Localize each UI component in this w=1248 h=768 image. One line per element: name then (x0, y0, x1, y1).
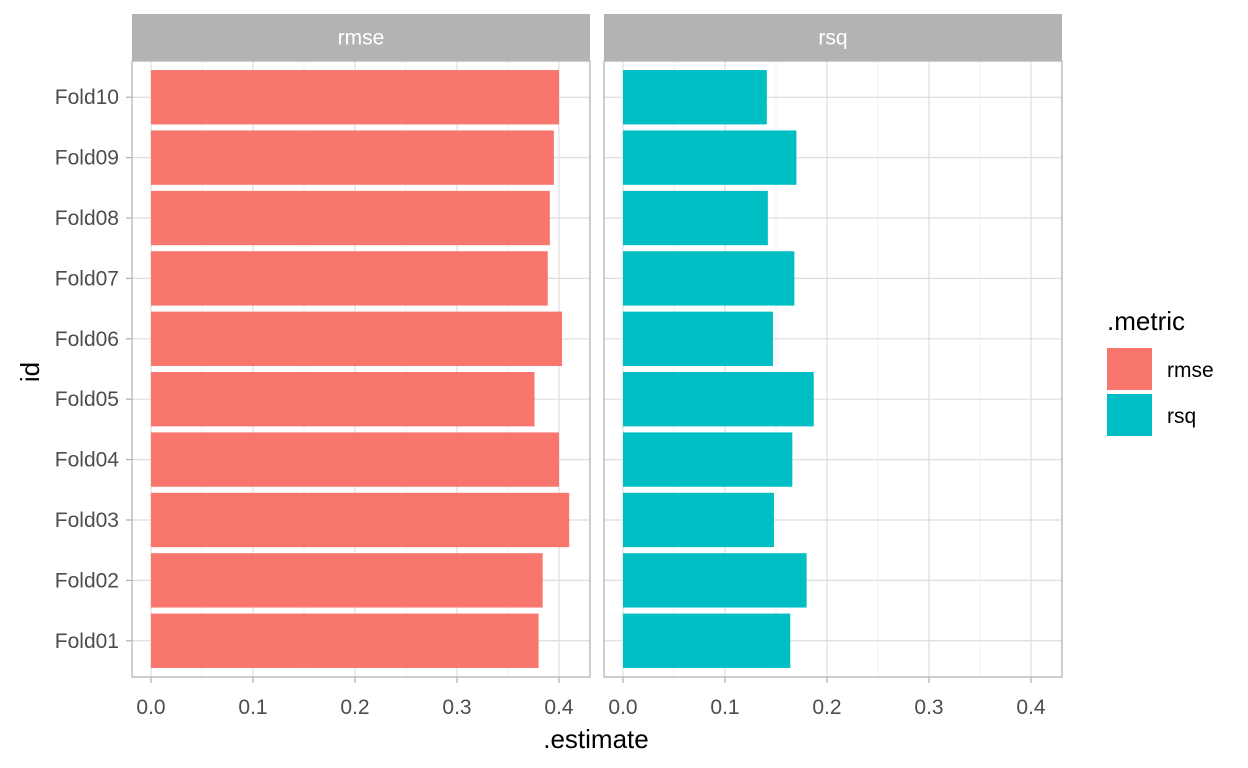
bar-rmse-fold02 (151, 553, 543, 608)
y-tick-label: Fold04 (55, 449, 120, 472)
bar-rsq-fold07 (623, 251, 795, 306)
bar-rsq-fold10 (623, 70, 767, 125)
bar-rmse-fold04 (151, 432, 559, 487)
x-tick-label: 0.1 (238, 696, 267, 719)
bar-rmse-fold01 (151, 613, 539, 668)
y-axis: Fold01 Fold02 Fold03 Fold04 Fold05 Fold06 Fold… (55, 86, 132, 653)
facet-strip-label: rsq (818, 27, 847, 50)
bar-rmse-fold08 (151, 190, 550, 246)
bar-rsq-fold08 (623, 190, 768, 246)
bar-rsq-fold04 (623, 432, 793, 487)
y-tick-label: Fold10 (55, 86, 119, 109)
legend-title: .metric (1107, 306, 1185, 336)
chart-panels: rmse 0.0 0.1 0.2 0.3 0.4 rsq 0.0 0.1 0.2 0.3 0.4 (131, 14, 1063, 719)
bar-rmse-fold09 (151, 130, 554, 185)
bar-rmse-fold03 (151, 492, 570, 548)
x-tick-label: 0.2 (340, 696, 369, 719)
bar-rsq-fold06 (623, 311, 773, 366)
x-tick-label: 0.1 (710, 696, 739, 719)
bar-rsq-fold09 (623, 130, 797, 185)
y-tick-label: Fold03 (55, 509, 119, 532)
bar-rmse-fold05 (151, 372, 535, 427)
y-tick-label: Fold01 (55, 630, 119, 653)
bar-rmse-fold06 (151, 311, 563, 366)
legend: .metric rmse rsq (1107, 306, 1214, 436)
x-tick-label: 0.0 (608, 696, 637, 719)
x-tick-label: 0.3 (442, 696, 471, 719)
x-tick-label: 0.4 (1016, 696, 1046, 719)
facet-strip-label: rmse (338, 27, 385, 50)
y-tick-label: Fold05 (55, 388, 119, 411)
panel-border (603, 60, 1063, 678)
legend-key-rsq (1107, 394, 1152, 436)
panel-border (131, 60, 591, 678)
x-tick-label: 0.4 (544, 696, 574, 719)
legend-label-rsq: rsq (1167, 405, 1196, 428)
y-tick-label: Fold06 (55, 328, 119, 351)
y-axis-title: id (15, 362, 45, 382)
bar-rsq-fold01 (623, 613, 791, 668)
legend-key-rmse (1107, 348, 1152, 390)
legend-entries: rmse rsq (1107, 348, 1214, 436)
bar-rsq-fold02 (623, 553, 807, 608)
bar-rsq-fold05 (623, 372, 814, 427)
x-tick-label: 0.0 (136, 696, 165, 719)
facet-strip-rmse (132, 14, 590, 61)
y-tick-label: Fold07 (55, 267, 119, 290)
bar-rsq-fold03 (623, 492, 774, 548)
y-tick-label: Fold08 (55, 207, 119, 230)
y-tick-label: Fold09 (55, 147, 119, 170)
panel-rsq: rsq 0.0 0.1 0.2 0.3 0.4 (603, 14, 1063, 719)
facet-strip-rsq (604, 14, 1062, 61)
y-tick-label: Fold02 (55, 569, 119, 592)
x-tick-label: 0.3 (914, 696, 943, 719)
panel-rmse: rmse 0.0 0.1 0.2 0.3 0.4 (131, 14, 591, 719)
legend-label-rmse: rmse (1167, 359, 1214, 382)
x-axis-title: .estimate (543, 724, 649, 754)
bar-rmse-fold07 (151, 251, 548, 306)
x-tick-label: 0.2 (812, 696, 841, 719)
bar-rmse-fold10 (151, 70, 559, 125)
